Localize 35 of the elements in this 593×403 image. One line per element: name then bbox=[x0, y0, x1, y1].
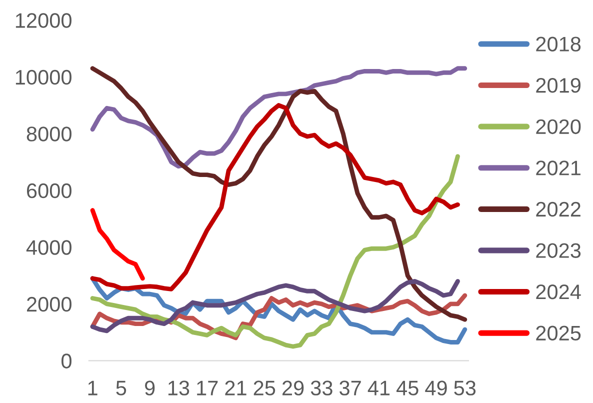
legend-label: 2021 bbox=[536, 160, 580, 176]
x-tick-label: 9 bbox=[145, 380, 155, 396]
x-tick-label: 29 bbox=[282, 380, 304, 396]
legend-label: 2023 bbox=[536, 243, 581, 258]
y-tick-label: 2000 bbox=[26, 296, 72, 312]
x-tick-label: 21 bbox=[225, 380, 246, 396]
x-tick-label: 5 bbox=[116, 380, 126, 396]
y-tick-label: 4000 bbox=[26, 240, 72, 255]
legend-label: 2024 bbox=[536, 284, 581, 300]
y-tick-label: 12000 bbox=[16, 13, 72, 28]
line-series bbox=[90, 208, 145, 281]
y-tick-label: 0 bbox=[62, 354, 72, 368]
x-tick-label: 13 bbox=[168, 380, 190, 396]
y-tick-label: 8000 bbox=[26, 126, 72, 142]
legend-label: 2022 bbox=[536, 202, 580, 217]
x-tick-label: 49 bbox=[425, 380, 447, 396]
line-series bbox=[90, 66, 468, 169]
line-series bbox=[90, 103, 460, 292]
legend-label: 2025 bbox=[536, 326, 581, 341]
x-tick-label: 17 bbox=[197, 380, 218, 396]
x-tick-label: 45 bbox=[396, 380, 418, 396]
legend-label: 2018 bbox=[536, 36, 581, 52]
line-series bbox=[90, 279, 460, 334]
y-tick-label: 6000 bbox=[27, 183, 72, 198]
legend-label: 2020 bbox=[536, 119, 581, 134]
line-series bbox=[90, 154, 460, 349]
x-tick-label: 53 bbox=[454, 380, 476, 396]
y-tick-label: 10000 bbox=[16, 70, 72, 85]
x-tick-label: 33 bbox=[310, 380, 332, 396]
line-series bbox=[90, 66, 468, 322]
x-tick-label: 25 bbox=[254, 380, 276, 396]
x-tick-label: 41 bbox=[368, 380, 390, 396]
x-tick-label: 37 bbox=[340, 380, 361, 396]
legend-label: 2019 bbox=[536, 78, 580, 93]
x-tick-label: 1 bbox=[88, 380, 98, 396]
